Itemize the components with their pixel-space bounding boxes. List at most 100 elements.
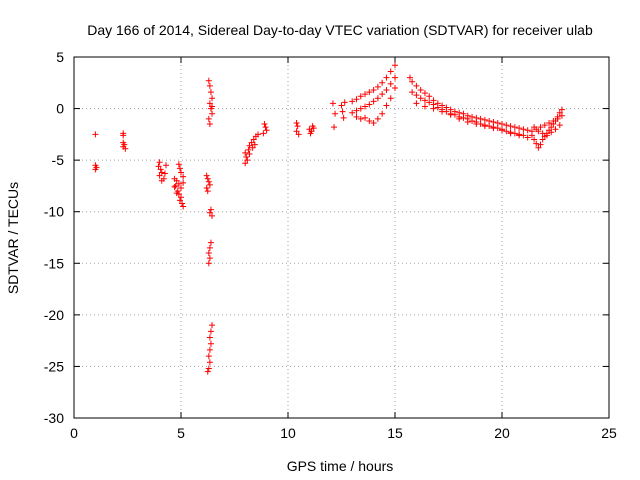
data-point (207, 89, 214, 96)
data-point (207, 340, 214, 347)
data-point (353, 113, 360, 120)
data-point (366, 101, 373, 108)
y-tick-label: -10 (44, 204, 64, 220)
data-point (362, 103, 369, 110)
grid (74, 57, 609, 418)
data-point (413, 92, 420, 99)
data-point (548, 129, 555, 136)
data-point (243, 154, 250, 161)
data-point (158, 177, 165, 184)
data-point (206, 334, 213, 341)
data-point (209, 95, 216, 102)
data-point (554, 115, 561, 122)
data-point (556, 109, 563, 116)
data-point (362, 114, 369, 121)
data-point (161, 170, 168, 177)
data-point (242, 149, 249, 156)
data-point (180, 179, 187, 186)
data-point (206, 244, 213, 251)
data-point (387, 68, 394, 75)
data-point (357, 93, 364, 100)
data-point (383, 87, 390, 94)
y-tick-label: -20 (44, 307, 64, 323)
data-points (92, 62, 565, 375)
data-point (205, 115, 212, 122)
data-point (406, 74, 413, 81)
data-point (417, 87, 424, 94)
data-point (503, 128, 510, 135)
data-point (366, 89, 373, 96)
data-point (329, 100, 336, 107)
data-point (537, 141, 544, 148)
data-point (494, 120, 501, 127)
data-point (353, 96, 360, 103)
data-point (460, 114, 467, 121)
data-point (180, 203, 187, 210)
data-point (486, 117, 493, 124)
data-point (426, 99, 433, 106)
data-point (558, 106, 565, 113)
data-point (499, 121, 505, 128)
data-point (293, 128, 300, 135)
data-point (556, 122, 563, 129)
data-point (528, 132, 535, 139)
data-point (434, 104, 441, 111)
data-point (357, 105, 364, 112)
y-tick-label: -5 (52, 152, 65, 168)
data-point (535, 128, 542, 135)
data-point (340, 114, 347, 121)
data-point (379, 79, 386, 86)
data-point (370, 98, 377, 105)
data-point (409, 78, 416, 85)
data-point (499, 127, 505, 134)
data-point (362, 91, 369, 98)
data-point (293, 120, 300, 127)
data-point (178, 194, 184, 201)
data-point (205, 77, 212, 84)
data-point (163, 162, 170, 169)
data-point (370, 87, 377, 94)
data-point (331, 124, 338, 131)
data-point (353, 107, 360, 114)
data-point (524, 134, 531, 141)
data-point (294, 123, 301, 130)
data-point (171, 183, 178, 190)
data-point (374, 115, 381, 122)
data-point (516, 132, 523, 139)
data-point (205, 260, 212, 267)
x-axis-label: GPS time / hours (287, 458, 394, 474)
data-point (539, 130, 546, 137)
data-point (178, 184, 184, 191)
data-point (430, 105, 437, 112)
data-point (157, 166, 164, 173)
data-point (206, 346, 213, 353)
data-point (439, 108, 446, 115)
data-point (307, 130, 314, 137)
data-point (531, 124, 538, 131)
data-point (516, 125, 523, 132)
data-point (206, 82, 213, 89)
x-tick-label: 25 (601, 425, 617, 441)
y-tick-label: -30 (44, 410, 64, 426)
data-point (178, 169, 184, 176)
data-point (524, 127, 531, 134)
data-point (387, 80, 394, 87)
data-point (507, 130, 514, 137)
y-tick-label: 5 (56, 49, 64, 65)
data-point (176, 197, 183, 204)
data-point (511, 124, 518, 131)
data-point (249, 144, 256, 151)
data-point (250, 136, 257, 143)
data-point (207, 239, 214, 246)
data-point (173, 177, 180, 184)
data-point (262, 124, 269, 131)
data-point (531, 136, 538, 143)
y-tick-label: 0 (56, 101, 64, 117)
data-point (349, 109, 356, 116)
data-point (421, 90, 428, 97)
axis-ticks: 0 5 10 15 20 25 5 0 -5 -10 -15 -20 -25 -30 (44, 49, 617, 441)
data-point (543, 132, 550, 139)
data-point (175, 161, 182, 168)
data-point (158, 169, 165, 176)
